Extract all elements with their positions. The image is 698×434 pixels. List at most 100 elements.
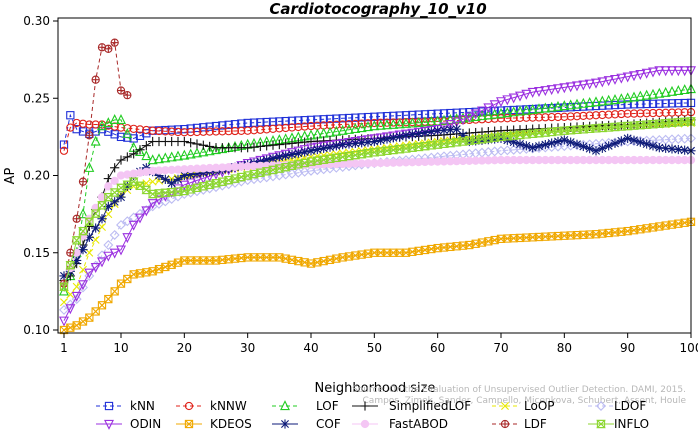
- data-point: [559, 100, 570, 111]
- data-point: [502, 107, 513, 118]
- y-axis: 0.10 0.15 0.20 0.25 0.30: [23, 14, 58, 337]
- data-point: [578, 80, 589, 91]
- data-point: [256, 125, 265, 134]
- data-point: [109, 230, 120, 240]
- data-point: [268, 140, 278, 150]
- data-point: [59, 304, 69, 315]
- legend-marker: [280, 400, 290, 411]
- legend-item-kdeos: KDEOS: [176, 417, 252, 431]
- data-point: [261, 167, 272, 176]
- data-point: [287, 123, 297, 132]
- data-point: [104, 182, 113, 191]
- legend-label: INFLO: [614, 417, 649, 431]
- legend-label: SimplifiedLOF: [389, 399, 471, 413]
- data-point: [679, 117, 690, 127]
- data-point: [597, 95, 608, 106]
- data-point: [72, 125, 81, 134]
- legend-marker: [184, 419, 194, 429]
- data-point: [515, 91, 525, 102]
- data-point: [356, 150, 367, 159]
- data-point: [629, 121, 639, 130]
- data-point: [104, 44, 113, 53]
- data-point: [350, 150, 361, 160]
- data-point: [470, 135, 481, 145]
- data-point: [103, 117, 114, 128]
- data-point: [59, 282, 69, 291]
- legend-marker: [280, 419, 290, 429]
- data-point: [351, 113, 360, 122]
- data-point: [116, 192, 126, 202]
- data-point: [262, 125, 271, 134]
- data-point: [350, 138, 360, 148]
- data-point: [173, 187, 183, 196]
- data-point: [287, 116, 297, 125]
- data-point: [135, 213, 145, 224]
- x-tick-label: 80: [557, 341, 572, 355]
- data-point: [382, 118, 392, 127]
- data-point: [313, 115, 322, 124]
- data-point: [192, 183, 202, 193]
- data-point: [420, 141, 430, 151]
- data-point: [598, 110, 607, 120]
- data-point: [217, 143, 228, 154]
- data-point: [382, 119, 392, 130]
- data-point: [603, 123, 614, 132]
- data-point: [648, 141, 658, 151]
- data-point: [135, 125, 145, 134]
- legend-item-knn: kNN: [96, 399, 155, 413]
- data-point: [338, 140, 348, 150]
- data-point: [363, 119, 373, 128]
- data-point: [585, 144, 595, 154]
- data-point: [84, 161, 95, 172]
- data-point: [515, 105, 525, 116]
- data-point: [90, 263, 101, 273]
- data-point: [635, 69, 646, 80]
- data-point: [294, 116, 303, 125]
- data-point: [167, 127, 176, 136]
- data-point: [249, 169, 259, 179]
- data-point: [332, 114, 341, 123]
- data-point: [85, 248, 94, 257]
- data-point: [97, 201, 107, 210]
- data-point: [230, 126, 240, 136]
- data-point: [540, 128, 551, 137]
- legend-marker: [596, 401, 606, 411]
- x-tick-label: 1: [60, 341, 68, 355]
- legend-marker: [184, 401, 194, 411]
- data-point: [97, 43, 107, 52]
- data-point: [356, 122, 367, 133]
- data-point: [553, 112, 563, 122]
- data-point: [198, 146, 209, 157]
- data-point: [122, 152, 132, 162]
- data-point: [154, 153, 164, 164]
- data-point: [72, 214, 81, 223]
- data-point: [503, 114, 512, 123]
- data-point: [85, 120, 94, 129]
- data-point: [205, 141, 215, 152]
- y-tick-label: 0.30: [23, 14, 50, 28]
- data-point: [546, 101, 557, 112]
- data-point: [534, 141, 544, 151]
- data-point: [655, 108, 664, 118]
- data-point: [553, 136, 563, 147]
- legend-marker: [501, 402, 509, 410]
- data-point: [470, 109, 481, 120]
- data-point: [357, 113, 366, 122]
- legend-item-cof: COF: [272, 417, 341, 431]
- data-point: [110, 38, 119, 47]
- data-point: [103, 251, 114, 262]
- data-point: [300, 116, 309, 125]
- x-tick-label: 50: [367, 341, 382, 355]
- data-point: [135, 131, 145, 140]
- data-point: [293, 138, 303, 148]
- data-point: [369, 136, 379, 147]
- data-point: [287, 138, 297, 148]
- legend-item-inflo: INFLO: [588, 417, 649, 431]
- data-point: [90, 135, 101, 146]
- data-point: [287, 149, 297, 160]
- data-point: [534, 113, 544, 122]
- x-tick-label: 30: [240, 341, 255, 355]
- data-point: [426, 141, 437, 150]
- data-point: [458, 137, 468, 146]
- legend-marker: [360, 401, 370, 411]
